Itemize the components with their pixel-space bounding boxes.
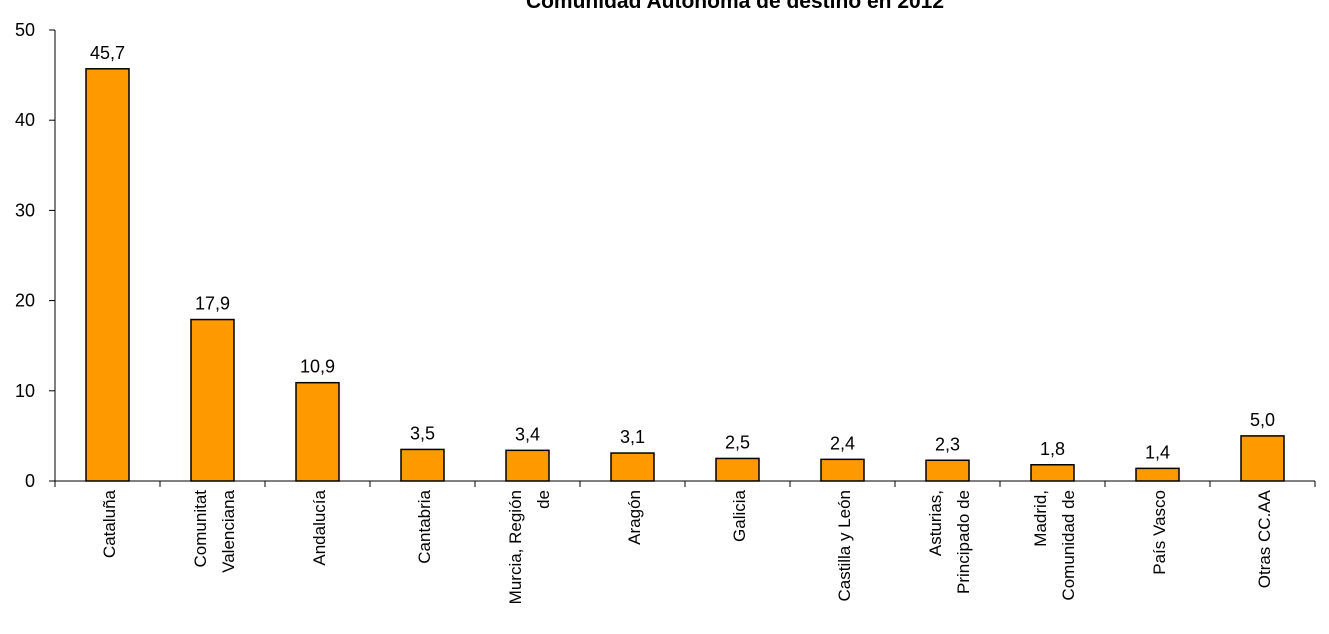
data-label: 2,3 — [935, 434, 960, 454]
data-label: 5,0 — [1250, 410, 1275, 430]
category-label-line: Principado de — [954, 490, 973, 594]
data-label: 2,4 — [830, 433, 855, 453]
category-label-line: Valenciana — [219, 489, 238, 572]
category-label-line: Galicia — [730, 489, 749, 542]
y-tick-label: 10 — [15, 381, 35, 401]
category-label-line: Comunitat — [191, 490, 210, 568]
bar — [610, 452, 655, 482]
bar — [400, 448, 445, 482]
bar — [505, 449, 550, 482]
bar — [820, 458, 865, 482]
axes: 0 10 20 30 40 50 — [15, 20, 1316, 491]
data-label: 2,5 — [725, 432, 750, 452]
data-label: 1,8 — [1040, 439, 1065, 459]
bar — [1135, 467, 1180, 482]
category-label: Asturias, Principado de — [926, 490, 973, 594]
y-tick-label: 50 — [15, 20, 35, 40]
y-tick-label: 40 — [15, 110, 35, 130]
bar — [1240, 435, 1285, 482]
bar — [85, 68, 130, 482]
category-label-line: Aragón — [625, 490, 644, 545]
category-label: País Vasco — [1150, 490, 1169, 575]
category-label-line: Andalucía — [310, 489, 329, 565]
category-label-line: Castilla y León — [835, 490, 854, 602]
category-label: Galicia — [730, 489, 749, 542]
data-label: 3,1 — [620, 427, 645, 447]
category-label-line: de — [534, 490, 553, 509]
category-label-line: Otras CC.AA — [1255, 489, 1274, 588]
category-labels: Cataluña Comunitat Valenciana Andalucía Cant… — [100, 489, 1274, 604]
y-tick-label: 30 — [15, 200, 35, 220]
category-label-line: Murcia, Región — [506, 490, 525, 604]
category-label-line: Cataluña — [100, 489, 119, 558]
category-label-line: Asturias, — [926, 490, 945, 556]
data-label: 1,4 — [1145, 442, 1170, 462]
category-label: Murcia, Región de — [506, 490, 553, 604]
category-label: Cantabria — [415, 489, 434, 563]
category-label: Castilla y León — [835, 490, 854, 602]
category-label-line: Cantabria — [415, 489, 434, 563]
data-label: 3,5 — [410, 423, 435, 443]
category-label-line: Comunidad de — [1059, 490, 1078, 601]
category-label-line: Madrid, — [1031, 490, 1050, 547]
category-label: Madrid, Comunidad de — [1031, 490, 1078, 601]
category-label: Andalucía — [310, 489, 329, 565]
data-label: 45,7 — [90, 43, 125, 63]
bar — [295, 381, 340, 482]
category-label-line: País Vasco — [1150, 490, 1169, 575]
bar — [925, 459, 970, 482]
category-label: Cataluña — [100, 489, 119, 558]
y-tick-label: 20 — [15, 291, 35, 311]
bars — [85, 68, 1285, 482]
bar — [1030, 464, 1075, 482]
chart-title: Comunidad Autónoma de destino en 2012 — [526, 0, 944, 13]
data-label: 17,9 — [195, 294, 230, 314]
data-label: 3,4 — [515, 424, 540, 444]
data-labels: 45,7 17,9 10,9 3,5 3,4 3,1 2,5 2,4 2,3 1,8 1,4 5,0 — [90, 43, 1275, 463]
bar — [190, 318, 235, 482]
bar — [715, 457, 760, 482]
category-label: Otras CC.AA — [1255, 489, 1274, 588]
category-label: Comunitat Valenciana — [191, 489, 238, 572]
category-label: Aragón — [625, 490, 644, 545]
y-tick-label: 0 — [25, 471, 35, 491]
data-label: 10,9 — [300, 357, 335, 377]
